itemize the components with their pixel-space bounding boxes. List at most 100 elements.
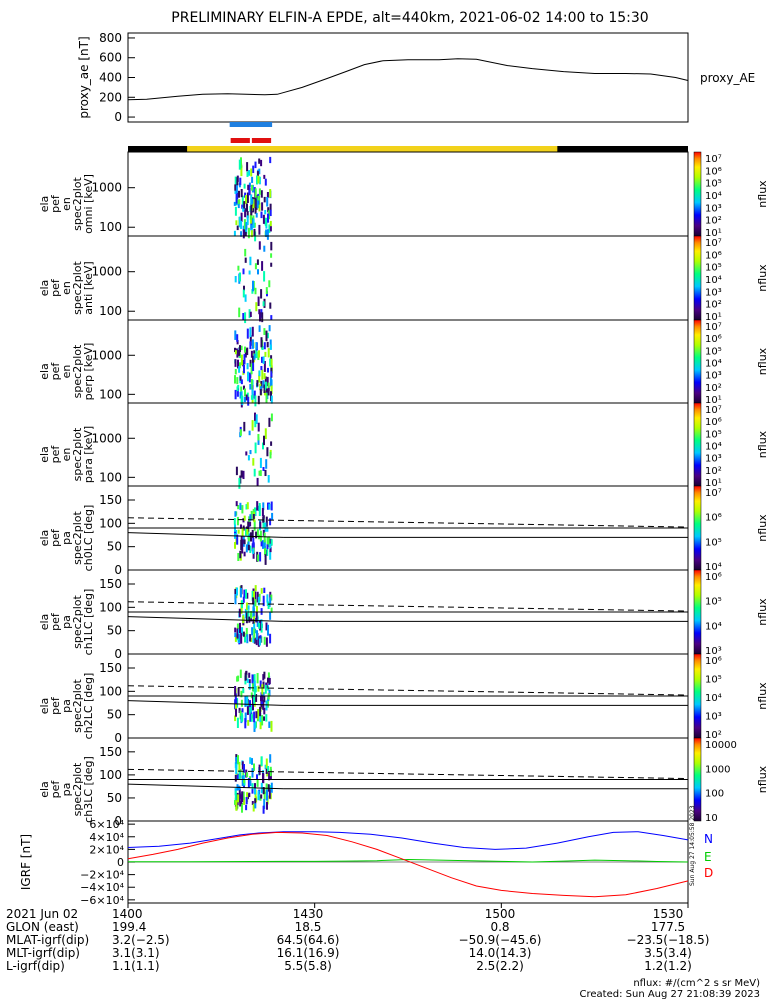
- spectrogram-pixel: [234, 347, 236, 353]
- spectrogram-pixel: [259, 720, 262, 730]
- spectrogram-pixel: [242, 518, 245, 523]
- panel-ytick-label: 50: [107, 791, 122, 805]
- spectrogram-pixel: [241, 528, 244, 537]
- spectrogram-pixel: [248, 533, 251, 538]
- spectrogram-pixel: [260, 756, 263, 766]
- spectrogram-pixel: [266, 527, 269, 532]
- spectrogram-pixel: [235, 698, 238, 707]
- spectrogram-pixel: [243, 201, 246, 209]
- spectrogram-pixel: [263, 271, 266, 282]
- spectrogram-pixel: [254, 803, 257, 809]
- spectrogram-pixel: [252, 165, 255, 174]
- panel-ylabel-line: pef: [49, 696, 62, 715]
- spectrogram-pixel: [267, 766, 270, 772]
- spectrogram-pixel: [242, 470, 245, 480]
- spectrogram-pixel: [245, 528, 247, 536]
- panel-ylabel: elapefenspec2plotpara [keV]: [38, 426, 95, 483]
- spectrogram-pixel: [249, 450, 252, 455]
- spectrogram-pixel: [256, 259, 259, 265]
- spectrogram-pixel: [249, 341, 252, 350]
- spectrogram-pixel: [263, 791, 266, 800]
- spectrogram-pixel: [234, 389, 237, 400]
- panel-ylabel-line: pa: [60, 615, 73, 629]
- spectrogram-pixel: [256, 529, 259, 537]
- spectrogram-pixel: [265, 637, 268, 647]
- spectrogram-pixel: [269, 302, 272, 309]
- panel-ylabel-line: en: [60, 281, 73, 295]
- spectrogram-pixel: [234, 542, 236, 549]
- colorbar-tick-label: 10⁷: [705, 488, 722, 499]
- spectrogram-pixel: [264, 351, 267, 357]
- spectrogram-pixel: [262, 380, 265, 388]
- spectrogram-pixel: [241, 761, 244, 770]
- spectrogram-pixel: [260, 794, 263, 799]
- spectrogram-pixel: [247, 544, 250, 551]
- spectrogram-pixel: [241, 505, 244, 514]
- spectrogram-pixel: [252, 548, 255, 554]
- panel-ytick-label: 100: [99, 600, 122, 614]
- spectrogram-pixel: [265, 516, 268, 527]
- spectrogram-pixel: [254, 442, 257, 454]
- spectrogram-pixel: [259, 552, 262, 562]
- colorbar-label: nflux: [756, 514, 769, 542]
- spectrogram-pixel: [254, 599, 257, 607]
- spectrogram-pixel: [245, 451, 248, 456]
- spectrogram-pixel: [251, 289, 254, 294]
- panel-ylabel-line: spec2plot: [71, 595, 84, 649]
- igrf-ytick-label: −2×10⁴: [80, 869, 124, 882]
- spectrogram-pixel: [265, 229, 268, 238]
- spectrogram-pixel: [254, 263, 257, 270]
- spectrogram-pixel: [258, 350, 260, 358]
- spectrogram-pixel: [253, 222, 256, 228]
- spectrogram-pixel: [248, 683, 251, 690]
- panel-ytick-label: 50: [107, 708, 122, 722]
- panel-ylabel-line: ela: [38, 781, 51, 798]
- spectrogram-pixel: [247, 537, 250, 542]
- footer-value: 3.1(3.1): [112, 946, 160, 960]
- spectrogram-pixel: [253, 763, 255, 771]
- spectrogram-pixel: [240, 524, 242, 529]
- panel-ylabel: elapefpaspec2plotch3LC [deg]: [38, 756, 95, 823]
- spectrogram-pixel: [269, 518, 272, 526]
- spectrogram-pixel: [262, 214, 265, 224]
- spectrogram-pixel: [270, 241, 273, 251]
- spectrogram-pixel: [243, 285, 245, 291]
- spectrogram-pixel: [241, 775, 244, 787]
- spectrogram-pixel: [253, 468, 256, 477]
- loss-cone-dashed-line: [127, 517, 689, 528]
- spectrogram-pixel: [265, 388, 268, 393]
- spectrogram-pixel: [256, 630, 258, 640]
- spectrogram-pixel: [264, 210, 267, 215]
- panel-frame: [127, 319, 689, 404]
- spectrogram-pixel: [250, 230, 253, 238]
- spectrogram-pixel: [255, 531, 258, 539]
- spectrogram-pixel: [249, 327, 252, 337]
- spectrogram-pixel: [262, 787, 265, 795]
- spectrogram-pixel: [264, 764, 267, 770]
- spectrogram-pixel: [252, 601, 255, 609]
- timestamp-stamp: Sun Aug 27 14:05:58 2023: [689, 805, 696, 886]
- spectrogram-pixel: [236, 177, 239, 186]
- panel-ytick-label: 100: [99, 684, 122, 698]
- spectrogram-pixel: [257, 790, 260, 801]
- colorbar-tick-label: 10⁶: [705, 417, 722, 428]
- colorbar-label: nflux: [756, 430, 769, 458]
- spectrogram-pixel: [252, 635, 255, 643]
- colorbar: [693, 737, 702, 822]
- colorbar: [693, 402, 702, 487]
- spectrogram-pixel: [242, 289, 245, 298]
- panel-ylabel-line: ela: [38, 363, 51, 380]
- spectrogram-pixel: [265, 330, 268, 342]
- spectrogram-pixel: [236, 377, 239, 385]
- igrf-series-D: [127, 831, 689, 898]
- spectrogram-pixel: [257, 195, 260, 201]
- spectrogram-pixel: [264, 522, 267, 532]
- spectrogram-pixel: [247, 227, 250, 239]
- spectrogram-pixel: [240, 212, 243, 222]
- spectrogram-pixel: [239, 502, 242, 510]
- spectrogram-pixel: [253, 674, 256, 683]
- spectrogram-pixel: [251, 768, 254, 778]
- spectrogram-pixel: [251, 590, 254, 601]
- spectrogram-pixel: [257, 269, 259, 275]
- spectrogram-pixel: [236, 800, 239, 806]
